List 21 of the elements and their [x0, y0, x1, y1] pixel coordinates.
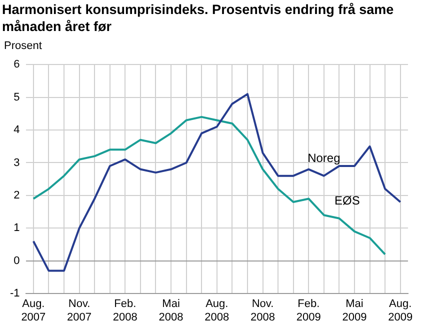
y-tick-label: 3: [14, 156, 20, 169]
series-label: EØS: [334, 193, 360, 208]
y-tick-label: 4: [14, 124, 20, 136]
x-tick-label: Nov. 2007: [67, 298, 92, 324]
y-tick-label: 1: [14, 222, 20, 234]
y-tick-label: 2: [14, 189, 20, 202]
y-tick-label: 5: [14, 91, 20, 104]
x-tick-label: Mai 2009: [342, 298, 367, 324]
x-tick-label: Feb. 2009: [296, 298, 321, 324]
x-tick-label: Nov. 2008: [250, 298, 275, 324]
x-tick-label: Aug. 2009: [388, 298, 413, 324]
y-tick-label: 6: [14, 58, 20, 71]
y-axis-title: Prosent: [4, 40, 42, 52]
series-label: Noreg: [308, 150, 340, 165]
y-tick-label: -1: [10, 288, 20, 300]
x-tick-label: Feb. 2008: [112, 298, 138, 324]
y-tick-label: 0: [14, 254, 20, 267]
x-tick-label: Aug. 2008: [204, 298, 230, 324]
chart-title: Harmonisert konsumprisindeks. Prosentvis endring frå same månaden året før: [2, 1, 395, 35]
x-tick-label: Aug. 2007: [21, 298, 46, 324]
x-tick-label: Mai 2008: [158, 298, 184, 324]
